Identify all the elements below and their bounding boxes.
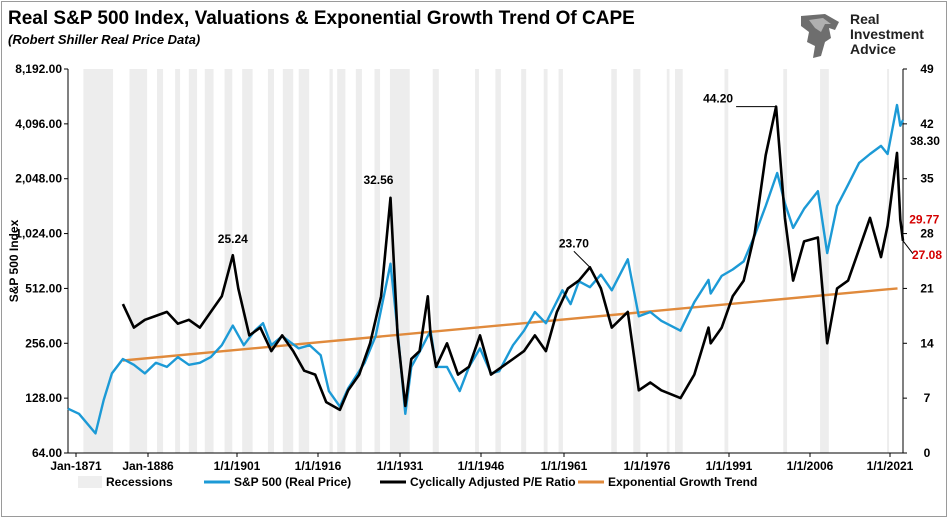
recession-band-1: [129, 69, 148, 453]
y-left-tick-label: 4,096.00: [15, 117, 62, 131]
chart-annotations: 25.24 32.56 23.70 44.20 38.30 29.77 27.08: [218, 92, 942, 268]
brand-name: Real Investment Advice: [850, 12, 924, 57]
recession-band-19: [521, 69, 527, 453]
legend-label: Exponential Growth Trend: [608, 475, 757, 489]
recession-band-13: [355, 69, 362, 453]
recession-band-14: [374, 69, 381, 453]
legend-swatch-recessions: [78, 476, 102, 488]
chart-axes: 8,192.00 4,096.00 2,048.00 1,024.00 512.00 25…: [7, 62, 934, 473]
annotation-label: 29.77: [909, 213, 939, 227]
y-left-tick-label: 8,192.00: [15, 62, 62, 76]
x-tick-label: 1/1/1991: [706, 459, 753, 473]
series-line-2: [122, 287, 898, 362]
recession-band-21: [558, 69, 563, 453]
recession-band-15: [389, 69, 410, 453]
y-right-tick-label: 35: [920, 172, 934, 186]
legend-label: Recessions: [106, 475, 173, 489]
recession-band-25: [675, 69, 683, 453]
y-right-tick-label: 21: [920, 281, 934, 295]
brand-logo: Real Investment Advice: [795, 12, 935, 60]
annotation-label: 32.56: [363, 173, 393, 187]
series-line-1: [121, 105, 905, 412]
legend-label: Cyclically Adjusted P/E Ratio: [410, 475, 576, 489]
y-right-tick-label: 49: [920, 62, 934, 76]
x-tick-label: 1/1/2006: [787, 459, 834, 473]
recession-band-4: [188, 69, 198, 453]
legend-label: S&P 500 (Real Price): [234, 475, 351, 489]
y-right-tick-label: 14: [920, 336, 934, 350]
y-right-tick-label: 7: [924, 391, 931, 405]
x-tick-label: 1/1/1961: [541, 459, 588, 473]
recession-band-5: [204, 69, 214, 453]
recession-band-10: [298, 69, 310, 453]
x-tick-label: 1/1/1976: [624, 459, 671, 473]
y-left-tick-label: 64.00: [32, 446, 62, 460]
y-right-tick-label: 28: [920, 227, 934, 241]
recession-band-11: [329, 69, 333, 453]
chart-title: Real S&P 500 Index, Valuations & Exponen…: [8, 8, 635, 29]
recession-band-8: [267, 69, 275, 453]
annotation-label: 44.20: [703, 92, 733, 106]
annotation-label: 23.70: [559, 236, 589, 250]
y-right-tick-label: 42: [920, 117, 934, 131]
recession-band-7: [242, 69, 253, 453]
chart-legend: Recessions S&P 500 (Real Price) Cyclically…: [78, 475, 757, 489]
annotation-label: 25.24: [218, 232, 248, 246]
x-tick-label: Jan-1886: [122, 459, 174, 473]
recession-band-6: [224, 69, 233, 453]
recession-band-23: [633, 69, 641, 453]
brand-line-2: Investment: [850, 26, 924, 42]
annotation-leader: [573, 250, 591, 268]
x-tick-label: 1/1/2021: [867, 459, 914, 473]
recession-band-24: [666, 69, 670, 453]
x-tick-label: 1/1/1916: [295, 459, 342, 473]
recession-band-27: [783, 69, 788, 453]
recession-band-17: [475, 69, 479, 453]
recession-band-29: [887, 69, 890, 453]
x-tick-label: Jan-1871: [50, 459, 102, 473]
recession-bands: [83, 69, 890, 453]
brand-line-3: Advice: [850, 41, 896, 57]
recession-band-12: [337, 69, 346, 453]
annotation-label: 27.08: [912, 248, 942, 262]
y-axis-title: S&P 500 Index: [7, 219, 21, 302]
y-left-tick-label: 128.00: [25, 391, 62, 405]
x-tick-label: 1/1/1901: [214, 459, 261, 473]
recession-band-18: [495, 69, 501, 453]
chart-subtitle: (Robert Shiller Real Price Data): [8, 32, 201, 47]
lion-head-icon: [801, 14, 839, 58]
recession-band-3: [175, 69, 181, 453]
y-left-tick-label: 256.00: [25, 336, 62, 350]
recession-band-9: [282, 69, 294, 453]
x-tick-label: 1/1/1946: [458, 459, 505, 473]
x-tick-label: 1/1/1931: [377, 459, 424, 473]
y-left-tick-label: 1,024.00: [15, 227, 62, 241]
brand-line-1: Real: [850, 11, 880, 27]
recession-band-0: [83, 69, 114, 453]
recession-band-26: [724, 69, 729, 453]
recession-band-28: [820, 69, 829, 453]
recession-band-16: [432, 69, 439, 453]
recession-band-22: [611, 69, 617, 453]
y-left-tick-label: 512.00: [25, 281, 62, 295]
annotation-label: 38.30: [910, 134, 940, 148]
y-left-tick-label: 2,048.00: [15, 172, 62, 186]
recession-band-2: [156, 69, 164, 453]
annotation-leader: [902, 240, 914, 255]
chart-series: [67, 103, 905, 435]
recession-band-20: [543, 69, 548, 453]
y-right-tick-label: 0: [924, 446, 931, 460]
